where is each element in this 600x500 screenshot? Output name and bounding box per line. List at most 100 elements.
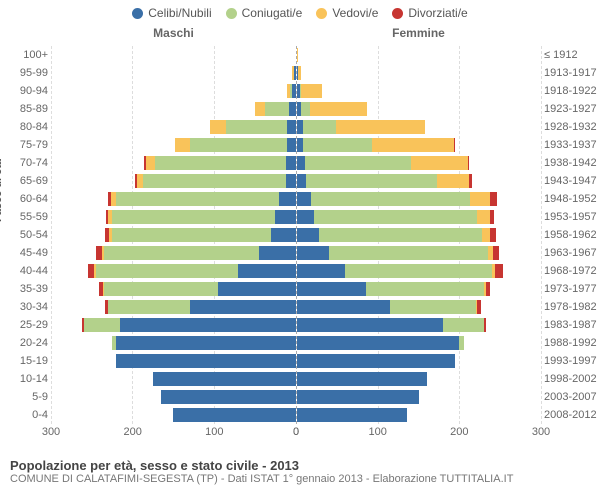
age-label: 0-4 <box>0 406 48 424</box>
bar-segment <box>310 102 367 116</box>
table-row <box>51 388 296 406</box>
age-label: 50-54 <box>0 226 48 244</box>
year-label: 2008-2012 <box>544 406 600 424</box>
bar-stack <box>51 156 296 170</box>
age-label: 85-89 <box>0 100 48 118</box>
table-row <box>51 406 296 424</box>
bar-stack <box>297 192 542 206</box>
year-label: 1918-1922 <box>544 82 600 100</box>
table-row <box>297 244 542 262</box>
bar-segment <box>143 174 286 188</box>
bar-segment <box>292 84 295 98</box>
table-row <box>297 298 542 316</box>
bar-segment <box>120 318 295 332</box>
table-row <box>297 46 542 64</box>
bar-stack <box>51 300 296 314</box>
age-label: 20-24 <box>0 334 48 352</box>
bar-stack <box>297 210 542 224</box>
bar-segment <box>298 66 301 80</box>
bar-stack <box>51 66 296 80</box>
legend-swatch-icon <box>226 8 237 19</box>
year-label: 1923-1927 <box>544 100 600 118</box>
bar-segment <box>411 156 468 170</box>
bar-stack <box>51 246 296 260</box>
bar-segment <box>297 300 391 314</box>
bar-segment <box>470 192 490 206</box>
table-row <box>51 64 296 82</box>
table-row <box>297 100 542 118</box>
bar-segment <box>490 210 494 224</box>
bar-stack <box>297 228 542 242</box>
bar-segment <box>297 210 315 224</box>
table-row <box>51 226 296 244</box>
year-label: 1943-1947 <box>544 172 600 190</box>
label-female: Femmine <box>296 26 541 44</box>
bar-segment <box>297 282 366 296</box>
bar-stack <box>297 102 542 116</box>
legend-item: Celibi/Nubili <box>132 6 211 20</box>
legend-label: Coniugati/e <box>242 6 303 20</box>
table-row <box>297 226 542 244</box>
age-label: 25-29 <box>0 316 48 334</box>
age-label: 90-94 <box>0 82 48 100</box>
bar-stack <box>51 192 296 206</box>
bar-segment <box>390 300 476 314</box>
bar-segment <box>112 210 275 224</box>
bar-segment <box>210 120 226 134</box>
year-label: 1958-1962 <box>544 226 600 244</box>
table-row <box>51 118 296 136</box>
bar-segment <box>112 228 271 242</box>
bar-segment <box>108 300 189 314</box>
bar-stack <box>51 138 296 152</box>
bar-stack <box>297 84 542 98</box>
age-label: 15-19 <box>0 352 48 370</box>
bar-stack <box>51 318 296 332</box>
y-axis-year: ≤ 19121913-19171918-19221923-19271928-19… <box>541 46 600 424</box>
year-label: 1988-1992 <box>544 334 600 352</box>
bar-segment <box>454 138 456 152</box>
age-label: 45-49 <box>0 244 48 262</box>
bar-segment <box>155 156 285 170</box>
table-row <box>51 352 296 370</box>
bar-segment <box>173 408 295 422</box>
bar-segment <box>161 390 295 404</box>
table-row <box>297 82 542 100</box>
bar-stack <box>51 390 296 404</box>
table-row <box>297 352 542 370</box>
female-half <box>297 46 542 424</box>
bar-segment <box>301 102 309 116</box>
bar-stack <box>51 228 296 242</box>
bar-segment <box>303 138 372 152</box>
table-row <box>297 370 542 388</box>
bar-stack <box>297 174 542 188</box>
table-row <box>297 334 542 352</box>
bar-segment <box>175 138 190 152</box>
bar-stack <box>297 354 542 368</box>
bar-segment <box>329 246 488 260</box>
bar-segment <box>336 120 426 134</box>
bar-stack <box>51 120 296 134</box>
table-row <box>297 208 542 226</box>
bar-segment <box>303 120 336 134</box>
bar-segment <box>116 354 295 368</box>
bar-stack <box>297 66 542 80</box>
bar-stack <box>297 318 542 332</box>
age-label: 80-84 <box>0 118 48 136</box>
bar-segment <box>116 336 295 350</box>
bar-stack <box>297 300 542 314</box>
x-axis-male: 0100200300 <box>51 426 296 444</box>
bar-segment <box>345 264 492 278</box>
bar-segment <box>297 408 407 422</box>
bar-segment <box>289 102 296 116</box>
bar-segment <box>96 264 239 278</box>
bar-stack <box>297 390 542 404</box>
bar-segment <box>286 174 296 188</box>
bar-segment <box>306 174 436 188</box>
bar-stack <box>51 264 296 278</box>
bar-segment <box>297 192 312 206</box>
year-label: 1938-1942 <box>544 154 600 172</box>
bar-segment <box>271 228 295 242</box>
bar-segment <box>477 210 489 224</box>
bar-stack <box>51 84 296 98</box>
bar-segment <box>477 300 481 314</box>
